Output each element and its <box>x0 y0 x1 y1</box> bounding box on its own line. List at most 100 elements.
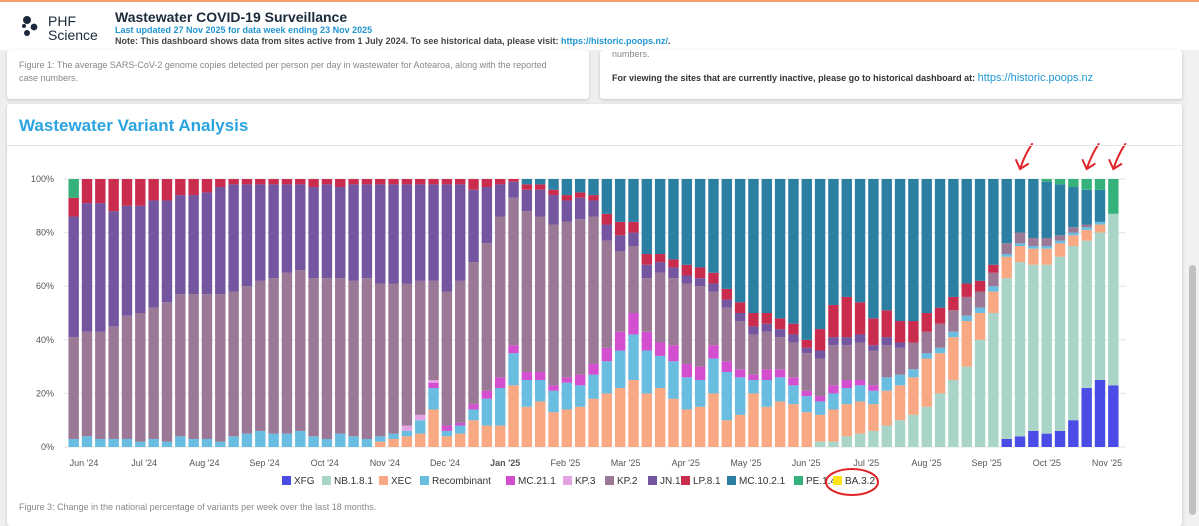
bar-segment-jn-1[interactable] <box>455 184 466 281</box>
bar-segment-mc-21-1[interactable] <box>495 377 506 389</box>
bar-segment-xec[interactable] <box>415 433 426 447</box>
bar-segment-nb-1-8-1[interactable] <box>974 339 986 447</box>
bar-segment-jn-1[interactable] <box>508 181 519 198</box>
bar-segment-recombinant[interactable] <box>228 436 239 447</box>
week-bar[interactable] <box>375 179 386 447</box>
bar-segment-mc-10-2-1[interactable] <box>1028 179 1039 238</box>
week-bar[interactable] <box>68 179 79 447</box>
bar-segment-mc-10-2-1[interactable] <box>748 179 759 313</box>
bar-segment-kp-2[interactable] <box>95 331 106 439</box>
bar-segment-mc-10-2-1[interactable] <box>654 179 666 255</box>
bar-segment-nb-1-8-1[interactable] <box>1108 213 1119 386</box>
week-bar[interactable] <box>295 179 306 447</box>
legend-item-xfg[interactable]: XFG <box>282 476 315 487</box>
bar-segment-kp-2[interactable] <box>801 353 812 391</box>
bar-segment-jn-1[interactable] <box>708 283 719 292</box>
week-bar[interactable] <box>601 179 613 447</box>
bar-segment-jn-1[interactable] <box>188 195 199 295</box>
bar-segment-pe-1-4[interactable] <box>1081 179 1092 190</box>
bar-segment-recombinant[interactable] <box>614 350 626 389</box>
bar-segment-jn-1[interactable] <box>601 224 613 241</box>
bar-segment-kp-2[interactable] <box>468 262 479 405</box>
bar-segment-mc-10-2-1[interactable] <box>1081 189 1092 225</box>
bar-segment-recombinant[interactable] <box>948 331 959 338</box>
bar-segment-xec[interactable] <box>774 401 786 447</box>
bar-segment-jn-1[interactable] <box>774 329 786 338</box>
bar-segment-kp-2[interactable] <box>748 334 759 375</box>
bar-segment-recombinant[interactable] <box>521 380 533 407</box>
week-bar[interactable] <box>388 179 399 447</box>
bar-segment-recombinant[interactable] <box>894 374 906 386</box>
bar-segment-lp-8-1[interactable] <box>534 184 546 190</box>
bar-segment-recombinant[interactable] <box>908 369 919 378</box>
bar-segment-jn-1[interactable] <box>135 205 146 313</box>
bar-segment-recombinant[interactable] <box>121 438 133 447</box>
bar-segment-xec[interactable] <box>1054 243 1066 257</box>
bar-segment-lp-8-1[interactable] <box>788 323 799 335</box>
bar-segment-mc-21-1[interactable] <box>548 385 559 391</box>
bar-segment-xec[interactable] <box>921 358 932 407</box>
bar-segment-xec[interactable] <box>401 436 413 447</box>
bar-segment-lp-8-1[interactable] <box>868 318 879 346</box>
week-bar[interactable] <box>1094 179 1106 447</box>
bar-segment-kp-2[interactable] <box>521 211 533 372</box>
bar-segment-recombinant[interactable] <box>1001 254 1012 257</box>
bar-segment-recombinant[interactable] <box>841 388 852 405</box>
bar-segment-mc-10-2-1[interactable] <box>974 179 986 281</box>
week-bar[interactable] <box>774 179 786 447</box>
bar-segment-kp-2[interactable] <box>268 278 279 434</box>
bar-segment-lp-8-1[interactable] <box>215 179 226 188</box>
week-bar[interactable] <box>974 179 986 447</box>
bar-segment-recombinant[interactable] <box>748 380 759 394</box>
bar-segment-nb-1-8-1[interactable] <box>868 430 879 447</box>
bar-segment-lp-8-1[interactable] <box>281 179 293 185</box>
bar-segment-xec[interactable] <box>628 380 639 447</box>
bar-segment-kp-2[interactable] <box>81 331 93 437</box>
bar-segment-xec[interactable] <box>814 414 826 442</box>
bar-segment-nb-1-8-1[interactable] <box>1068 246 1079 421</box>
bar-segment-kp-2[interactable] <box>694 286 706 367</box>
bar-segment-kp-2[interactable] <box>641 278 653 332</box>
bar-segment-kp-2[interactable] <box>361 278 373 439</box>
bar-segment-kp-2[interactable] <box>375 283 386 437</box>
bar-segment-lp-8-1[interactable] <box>415 179 426 185</box>
legend-item-recombinant[interactable]: Recombinant <box>420 476 491 487</box>
bar-segment-kp-3[interactable] <box>428 380 439 383</box>
bar-segment-nb-1-8-1[interactable] <box>1081 240 1092 389</box>
week-bar[interactable] <box>614 179 626 447</box>
bar-segment-recombinant[interactable] <box>761 380 772 407</box>
bar-segment-xec[interactable] <box>495 425 506 447</box>
bar-segment-recombinant[interactable] <box>548 390 559 413</box>
legend-item-kp-3[interactable]: KP.3 <box>563 476 596 487</box>
bar-segment-recombinant[interactable] <box>1014 243 1026 246</box>
bar-segment-kp-2[interactable] <box>868 350 879 386</box>
bar-segment-jn-1[interactable] <box>534 189 546 217</box>
bar-segment-nb-1-8-1[interactable] <box>828 441 839 447</box>
bar-segment-kp-2[interactable] <box>481 243 493 391</box>
bar-segment-recombinant[interactable] <box>1068 232 1079 236</box>
bar-segment-mc-21-1[interactable] <box>814 396 826 402</box>
bar-segment-xfg[interactable] <box>1068 420 1079 447</box>
bar-segment-lp-8-1[interactable] <box>335 179 346 188</box>
legend-item-kp-2[interactable]: KP.2 <box>605 476 638 487</box>
week-bar[interactable] <box>734 179 746 447</box>
bar-segment-lp-8-1[interactable] <box>548 189 559 196</box>
bar-segment-recombinant[interactable] <box>534 380 546 402</box>
bar-segment-kp-2[interactable] <box>215 294 226 442</box>
bar-segment-recombinant[interactable] <box>814 401 826 415</box>
bar-segment-xec[interactable] <box>388 438 399 447</box>
bar-segment-recombinant[interactable] <box>1041 246 1052 249</box>
week-bar[interactable] <box>921 179 932 447</box>
bar-segment-mc-10-2-1[interactable] <box>561 179 573 196</box>
bar-segment-kp-2[interactable] <box>921 331 932 354</box>
bar-segment-lp-8-1[interactable] <box>521 184 533 190</box>
week-bar[interactable] <box>1041 179 1052 447</box>
bar-segment-kp-2[interactable] <box>308 278 319 437</box>
bar-segment-recombinant[interactable] <box>921 353 932 359</box>
week-bar[interactable] <box>654 179 666 447</box>
week-bar[interactable] <box>308 179 319 447</box>
bar-segment-mc-10-2-1[interactable] <box>894 179 906 322</box>
bar-segment-xec[interactable] <box>508 385 519 447</box>
bar-segment-lp-8-1[interactable] <box>654 254 666 263</box>
week-bar[interactable] <box>348 179 359 447</box>
